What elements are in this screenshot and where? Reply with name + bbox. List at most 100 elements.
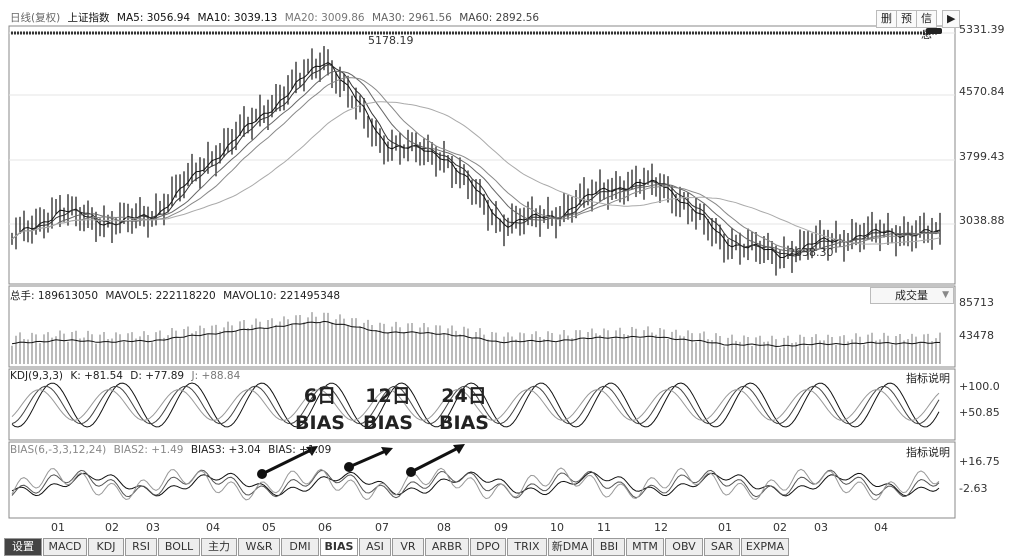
tab-boll[interactable]: BOLL [158, 538, 200, 556]
volume-series [11, 312, 941, 364]
kdj-j-value: J: +88.84 [191, 370, 241, 382]
bias-line [11, 471, 940, 497]
mavol5-label: MAVOL5: 222118220 [105, 290, 216, 302]
bias24-annotation: 24日 BIAS [432, 383, 496, 437]
bias-panel-frame [8, 441, 956, 519]
tab-macd[interactable]: MACD [43, 538, 87, 556]
bias-series [11, 467, 940, 501]
x-tick-label: 04 [206, 521, 220, 534]
bias3-value: BIAS3: +3.04 [190, 444, 261, 456]
ma-line [11, 77, 940, 251]
tab-w&r[interactable]: W&R [238, 538, 280, 556]
x-tick-label: 09 [494, 521, 508, 534]
tab-dmi[interactable]: DMI [281, 538, 319, 556]
bias12-annotation: 12日 BIAS [358, 383, 418, 437]
tab-bias[interactable]: BIAS [320, 538, 358, 556]
tab-vr[interactable]: VR [392, 538, 424, 556]
info-button[interactable]: 信息 [916, 10, 937, 41]
tab-arbr[interactable]: ARBR [425, 538, 469, 556]
x-tick-label: 02 [773, 521, 787, 534]
dropdown-value: 成交量 [895, 289, 928, 302]
x-tick-label: 10 [550, 521, 564, 534]
y-tick: +50.85 [959, 406, 1000, 419]
bias-help-button[interactable]: 指标说明 [906, 446, 950, 459]
mavol10-label: MAVOL10: 221495348 [223, 290, 341, 302]
bias-line [11, 469, 940, 499]
main-panel-header: 日线(复权) 上证指数 MA5: 3056.94 MA10: 3039.13 M… [10, 10, 543, 25]
ma5-label: MA5: 3056.94 [116, 12, 191, 24]
tab-trix[interactable]: TRIX [507, 538, 547, 556]
tab-asi[interactable]: ASI [359, 538, 391, 556]
kdj-label: KDJ(9,3,3) [10, 370, 63, 382]
y-tick: 3038.88 [959, 214, 1005, 227]
ma20-label: MA20: 3009.86 [284, 12, 365, 24]
bias-panel-header: BIAS(6,-3,3,12,24) BIAS2: +1.49 BIAS3: +… [10, 444, 335, 456]
main-panel-frame [8, 25, 956, 285]
period-label[interactable]: 日线(复权) [10, 12, 61, 24]
tab-rsi[interactable]: RSI [125, 538, 157, 556]
tab-sar[interactable]: SAR [704, 538, 740, 556]
annotation-line2: BIAS [295, 412, 345, 434]
preview-button[interactable]: 预 [896, 10, 917, 28]
y-tick: 5331.39 [959, 23, 1005, 36]
annotation-line1: 24日 [441, 385, 487, 407]
x-tick-label: 01 [718, 521, 732, 534]
tab-kdj[interactable]: KDJ [88, 538, 124, 556]
kdj-panel-header: KDJ(9,3,3) K: +81.54 D: +77.89 J: +88.84 [10, 370, 244, 382]
tab-bbi[interactable]: BBI [593, 538, 625, 556]
x-tick-label: 06 [318, 521, 332, 534]
bias-label: BIAS(6,-3,3,12,24) [10, 444, 107, 456]
x-axis: 01 02 03 04 05 06 07 08 09 10 11 12 01 02 03 04 [51, 521, 888, 534]
mavol-line [11, 320, 941, 348]
indicator-tab-bar: 设置 MACD KDJ RSI BOLL 主力 W&R DMI BIAS ASI VR ARBR DPO… [0, 536, 1025, 558]
total-volume-label: 总手: 189613050 [10, 290, 98, 302]
annotation-arrows [257, 444, 465, 479]
bias-value: BIAS: +1.09 [268, 444, 332, 456]
high-price-label: 5178.19 [368, 34, 414, 47]
volume-panel-header: 总手: 189613050 MAVOL5: 222118220 MAVOL10:… [10, 288, 344, 303]
kdj-d-value: D: +77.89 [130, 370, 185, 382]
tab-新dma[interactable]: 新DMA [548, 538, 592, 556]
tab-obv[interactable]: OBV [665, 538, 703, 556]
ma10-label: MA10: 3039.13 [197, 12, 278, 24]
x-tick-label: 03 [814, 521, 828, 534]
annotation-line2: BIAS [363, 412, 413, 434]
bias-y-axis: +16.75 -2.63 [959, 455, 1000, 495]
kdj-k-value: K: +81.54 [70, 370, 123, 382]
kdj-line [11, 385, 940, 425]
indicator-dropdown[interactable]: 成交量 ▼ [870, 287, 954, 304]
bias2-value: BIAS2: +1.49 [113, 444, 184, 456]
volume-y-axis: 85713 43478 [959, 296, 994, 342]
grid-lines [9, 32, 955, 225]
annotation-line1: 6日 [303, 385, 337, 407]
kdj-line [11, 389, 940, 421]
y-tick: +100.0 [959, 380, 1000, 393]
tab-设置[interactable]: 设置 [4, 538, 42, 556]
kdj-series [11, 382, 940, 428]
tab-dpo[interactable]: DPO [470, 538, 506, 556]
volume-panel-frame [8, 285, 956, 368]
low-price-label: 2638.30 [788, 246, 834, 259]
annotation-line2: BIAS [439, 412, 489, 434]
tab-expma[interactable]: EXPMA [741, 538, 789, 556]
x-tick-label: 08 [437, 521, 451, 534]
ma-line [11, 63, 941, 257]
y-tick: 43478 [959, 329, 994, 342]
scroll-thumb[interactable] [926, 28, 942, 34]
chevron-down-icon: ▼ [942, 290, 949, 300]
kdj-panel-frame [8, 368, 956, 441]
bias-line [11, 467, 940, 501]
x-tick-label: 05 [262, 521, 276, 534]
tab-mtm[interactable]: MTM [626, 538, 664, 556]
ma-line [11, 70, 941, 253]
index-name: 上证指数 [67, 12, 110, 24]
x-tick-label: 11 [597, 521, 611, 534]
collapse-right-arrow-icon[interactable]: ▶ [942, 10, 961, 28]
delete-button[interactable]: 删 [876, 10, 897, 28]
kdj-help-button[interactable]: 指标说明 [906, 372, 950, 385]
stock-chart: 5178.19 2638.30 5331.39 4570.84 3799.43 … [8, 23, 1005, 534]
price-series [11, 46, 941, 276]
x-tick-label: 02 [105, 521, 119, 534]
tab-主力[interactable]: 主力 [201, 538, 237, 556]
